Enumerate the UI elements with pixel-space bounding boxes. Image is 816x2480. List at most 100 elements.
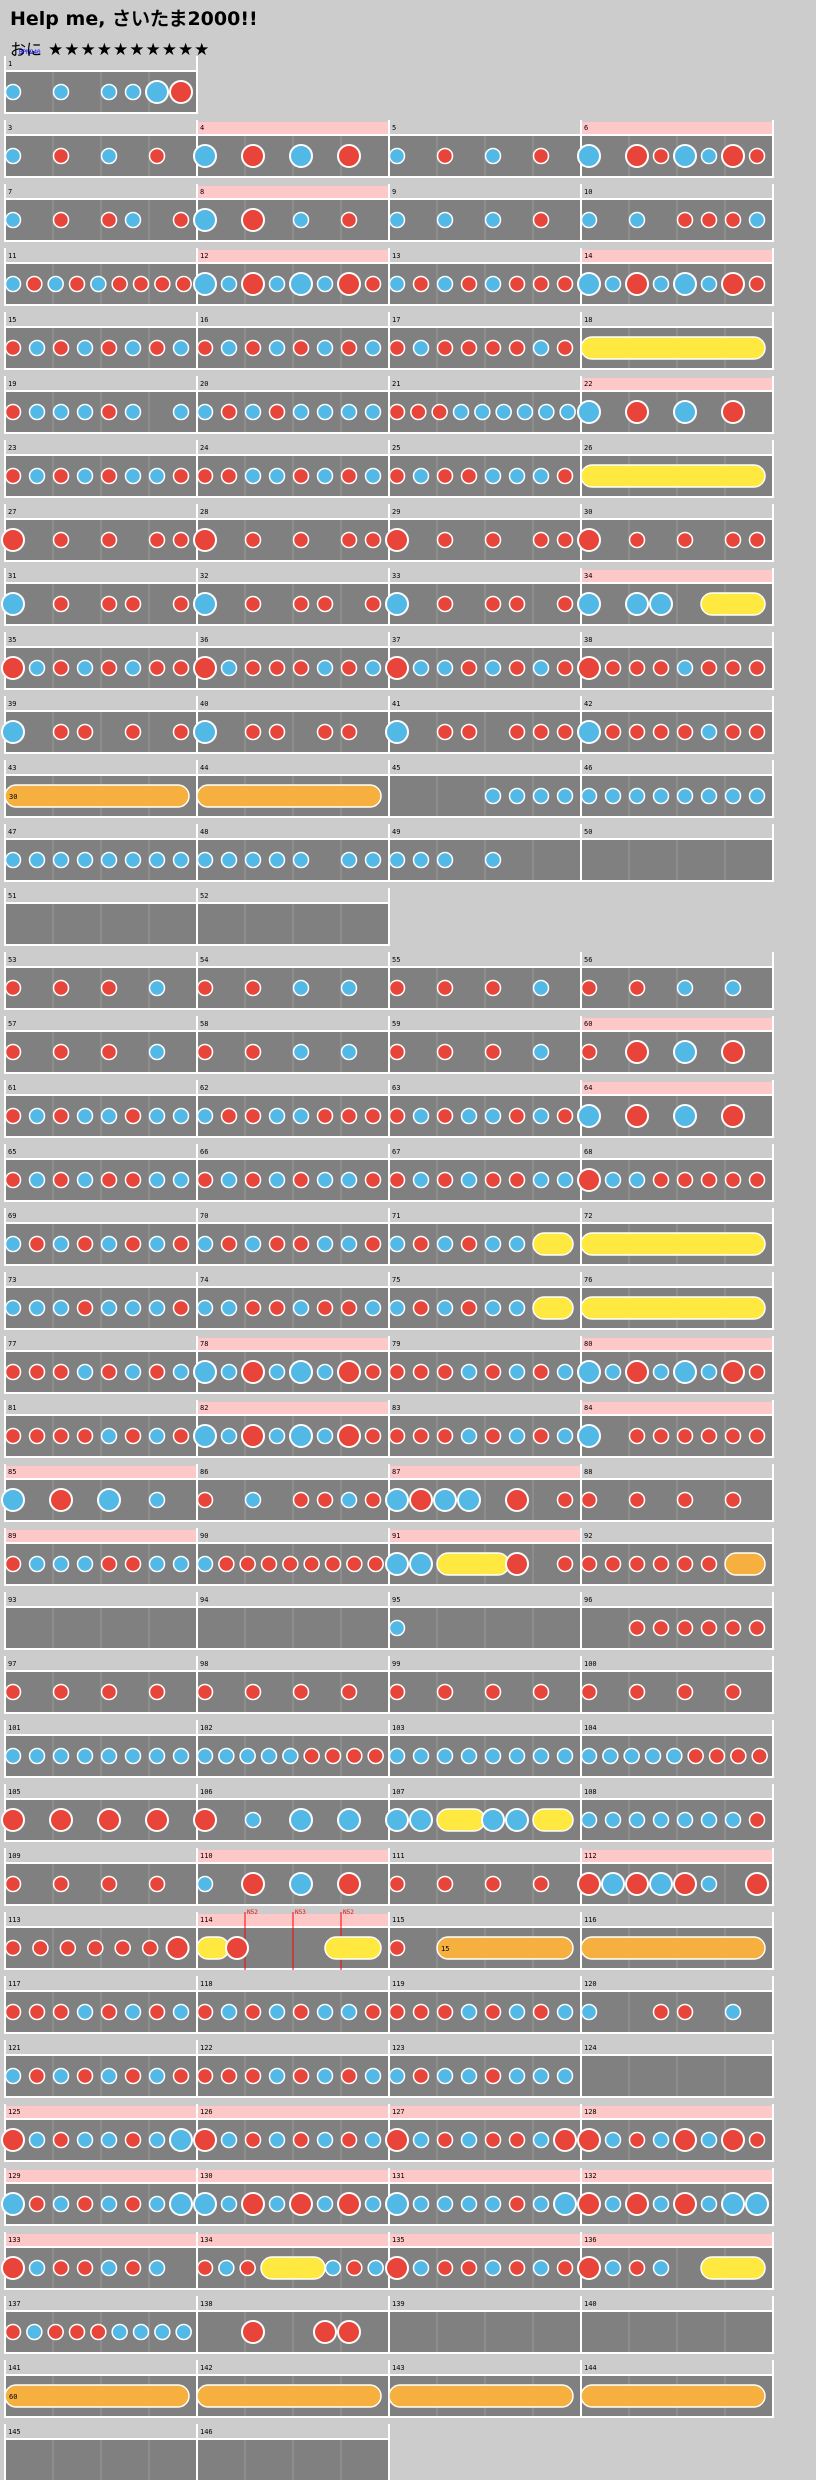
don-note	[292, 2067, 310, 2085]
don-big-note	[577, 528, 601, 552]
don-note	[676, 1555, 694, 1573]
ka-note	[76, 1107, 94, 1125]
measure-number: 105	[8, 1788, 21, 1796]
ka-note	[367, 2259, 384, 2277]
don-note	[100, 1171, 118, 1189]
ka-note	[172, 2003, 190, 2021]
measure-number: 72	[584, 1212, 592, 1220]
ka-note	[26, 2323, 43, 2341]
ka-big-note	[577, 272, 601, 296]
ka-note	[436, 1299, 454, 1317]
ka-note	[700, 147, 718, 165]
don-big-note	[289, 2192, 313, 2216]
ka-note	[436, 1747, 454, 1765]
ka-note	[316, 2195, 334, 2213]
don-note	[340, 2067, 358, 2085]
don-note	[52, 339, 70, 357]
ka-big-note	[577, 1360, 601, 1384]
measure-number: 14	[584, 252, 592, 260]
gogo-band	[581, 1850, 773, 1862]
don-note	[100, 1875, 118, 1893]
ka-note	[340, 2003, 358, 2021]
ka-note	[220, 2195, 238, 2213]
ka-note	[700, 1363, 718, 1381]
ka-note	[676, 1811, 694, 1829]
ka-note	[28, 659, 46, 677]
ka-note	[218, 2259, 235, 2277]
don-big-note	[1, 1808, 25, 1832]
ka-note	[124, 1747, 142, 1765]
measure-number: 59	[392, 1020, 400, 1028]
ka-note	[4, 1747, 22, 1765]
ka-note	[532, 2067, 550, 2085]
don-big-note	[673, 2128, 697, 2152]
ka-big-note	[553, 2192, 577, 2216]
don-note	[748, 1171, 766, 1189]
measure-number: 33	[392, 572, 400, 580]
don-note	[436, 339, 454, 357]
ka-note	[628, 787, 646, 805]
don-big-note	[673, 1872, 697, 1896]
ka-note	[532, 787, 550, 805]
ka-big-note	[97, 1488, 121, 1512]
measure-number: 118	[200, 1980, 213, 1988]
ka-note	[460, 2067, 478, 2085]
measure-number: 87	[392, 1468, 400, 1476]
don-note	[556, 1107, 574, 1125]
don-note	[532, 147, 550, 165]
don-note	[508, 275, 526, 293]
ka-note	[436, 2195, 454, 2213]
ka-note	[28, 1107, 46, 1125]
don-note	[148, 1875, 166, 1893]
don-note	[628, 723, 646, 741]
don-note	[268, 659, 286, 677]
don-big-note	[193, 656, 217, 680]
don-note	[484, 1427, 502, 1445]
ka-note	[508, 1299, 526, 1317]
ka-note	[316, 1235, 334, 1253]
branch-label: N52	[343, 1909, 354, 1916]
measure-number: 11	[8, 252, 16, 260]
ka-note	[604, 2131, 622, 2149]
drumroll-note	[260, 2256, 326, 2280]
measure-number: 27	[8, 508, 16, 516]
don-big-note	[337, 1360, 361, 1384]
don-note	[4, 2323, 22, 2341]
ka-note	[340, 851, 358, 869]
lane-edge	[5, 70, 197, 72]
ka-note	[324, 2259, 342, 2277]
measure-number: 127	[392, 2108, 405, 2116]
don-note	[28, 1427, 46, 1445]
ka-note	[244, 403, 262, 421]
measure-number: 76	[584, 1276, 592, 1284]
don-note	[412, 1235, 430, 1253]
don-note	[148, 339, 166, 357]
ka-note	[148, 1235, 166, 1253]
don-note	[100, 1683, 118, 1701]
don-note	[748, 723, 766, 741]
ka-note	[559, 403, 576, 421]
don-big-note	[505, 1488, 529, 1512]
measure-number: 131	[392, 2172, 405, 2180]
don-note	[436, 1427, 454, 1445]
don-big-note	[1, 528, 25, 552]
ka-note	[268, 2067, 286, 2085]
ka-note	[436, 851, 454, 869]
ka-big-note	[625, 592, 649, 616]
don-note	[580, 1491, 598, 1509]
don-note	[292, 531, 310, 549]
don-note	[316, 723, 334, 741]
measure-number: 15	[8, 316, 16, 324]
ka-note	[28, 1555, 46, 1573]
ka-note	[388, 1747, 406, 1765]
big-drumroll-note	[388, 2384, 574, 2408]
ka-note	[268, 2131, 286, 2149]
don-note	[676, 1491, 694, 1509]
measure-number: 108	[584, 1788, 597, 1796]
ka-note	[724, 979, 742, 997]
measure-number: 40	[200, 700, 208, 708]
ka-big-note	[1, 1488, 25, 1512]
ka-note	[100, 1107, 118, 1125]
ka-note	[532, 467, 550, 485]
measure-number: 66	[200, 1148, 208, 1156]
